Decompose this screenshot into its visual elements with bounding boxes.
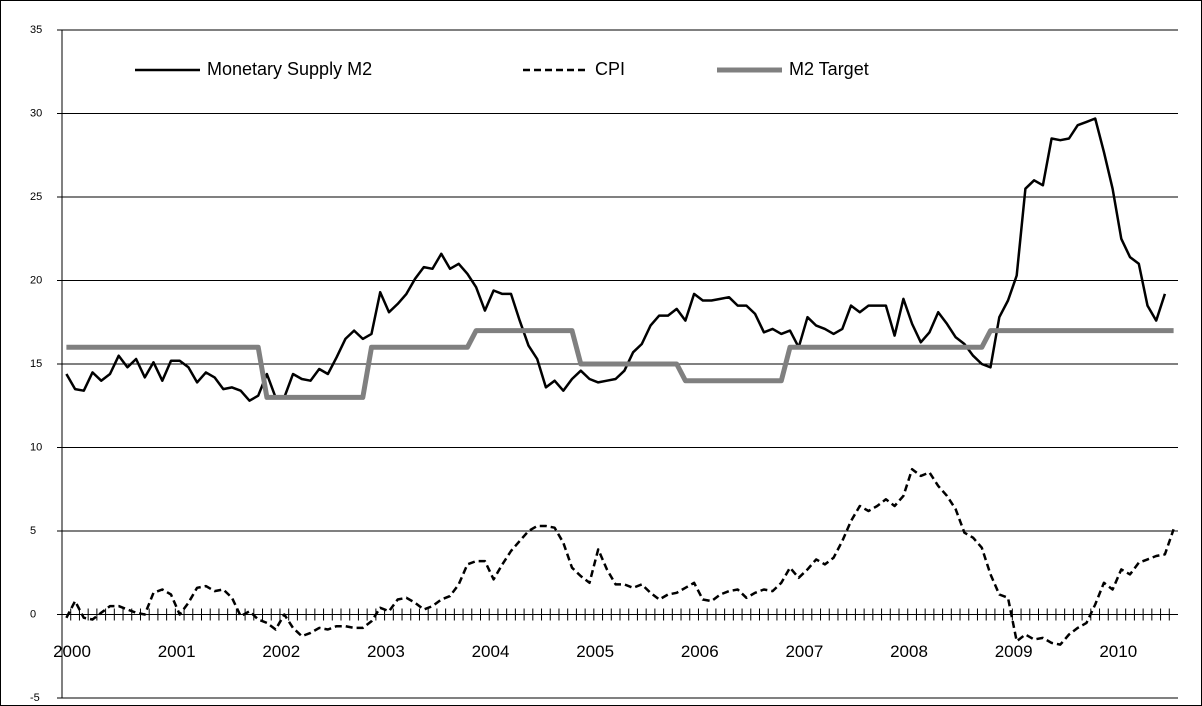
y-tick-label: -5 [30, 692, 40, 704]
x-tick-label: 2003 [367, 642, 405, 661]
y-tick-label: 30 [30, 107, 42, 119]
x-tick-label: 2005 [576, 642, 614, 661]
x-tick-label: 2001 [158, 642, 196, 661]
y-tick-label: 0 [30, 608, 36, 620]
series-line [65, 117, 1167, 402]
x-tick-label: 2000 [53, 642, 91, 661]
x-tick-label: 2002 [262, 642, 300, 661]
y-tick-label: 25 [30, 191, 42, 203]
y-tick-label: 10 [30, 441, 42, 453]
x-tick-label: 2007 [785, 642, 823, 661]
x-tick-label: 2006 [681, 642, 719, 661]
x-tick-label: 2004 [472, 642, 510, 661]
x-tick-label: 2010 [1099, 642, 1137, 661]
legend-label: CPI [595, 59, 625, 79]
y-tick-label: 35 [30, 24, 42, 36]
x-tick-label: 2009 [995, 642, 1033, 661]
y-tick-label: 15 [30, 358, 42, 370]
series-line [66, 328, 1174, 400]
y-tick-label: 5 [30, 525, 36, 537]
x-tick-label: 2008 [890, 642, 928, 661]
legend-label: M2 Target [789, 59, 869, 79]
legend-label: Monetary Supply M2 [207, 59, 372, 79]
y-tick-label: 20 [30, 274, 42, 286]
series-line [65, 467, 1175, 646]
